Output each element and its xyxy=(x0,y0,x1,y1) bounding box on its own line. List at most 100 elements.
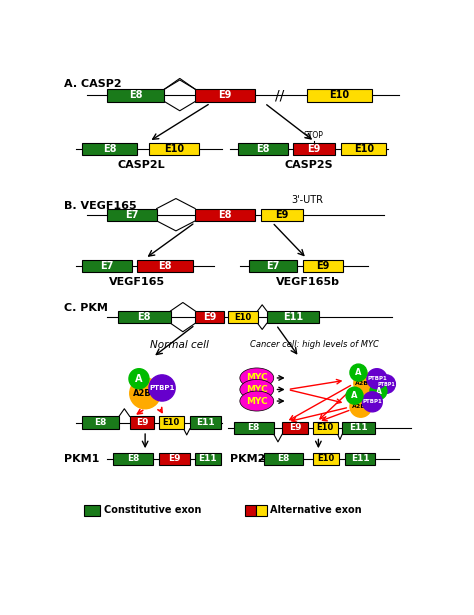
Bar xyxy=(228,311,257,323)
Bar xyxy=(190,416,220,429)
Bar xyxy=(245,505,256,516)
Bar xyxy=(293,143,335,156)
Text: PTBP1: PTBP1 xyxy=(377,382,395,387)
Text: E11: E11 xyxy=(199,454,217,463)
Bar xyxy=(195,208,255,221)
Bar xyxy=(264,453,303,465)
Ellipse shape xyxy=(240,368,273,388)
Text: A: A xyxy=(355,368,362,377)
Text: E9: E9 xyxy=(275,210,289,220)
Text: E10: E10 xyxy=(318,454,335,463)
Circle shape xyxy=(370,383,387,400)
Text: E8: E8 xyxy=(94,418,107,427)
Bar xyxy=(346,453,374,465)
Bar xyxy=(313,422,337,434)
Text: E9: E9 xyxy=(219,90,232,100)
Circle shape xyxy=(377,375,395,394)
Text: PTBP1: PTBP1 xyxy=(363,399,382,404)
Text: VEGF165: VEGF165 xyxy=(109,277,165,287)
Text: E8: E8 xyxy=(127,454,139,463)
Bar xyxy=(282,422,309,434)
Text: MYC: MYC xyxy=(246,385,268,394)
Text: STOP: STOP xyxy=(304,131,324,140)
Text: E9: E9 xyxy=(308,145,321,154)
Circle shape xyxy=(130,378,161,409)
Text: E10: E10 xyxy=(317,424,334,432)
Text: E8: E8 xyxy=(256,145,269,154)
Bar xyxy=(137,260,193,272)
Text: E8: E8 xyxy=(103,145,117,154)
Text: A2B1: A2B1 xyxy=(356,381,374,386)
Text: B. VEGF165: B. VEGF165 xyxy=(64,201,137,211)
Circle shape xyxy=(362,392,383,412)
Circle shape xyxy=(129,369,149,389)
Bar xyxy=(107,89,164,101)
Bar xyxy=(234,422,273,434)
Bar xyxy=(303,260,343,272)
Circle shape xyxy=(346,387,363,404)
Bar xyxy=(313,453,339,465)
Text: E9: E9 xyxy=(136,418,148,427)
Text: Cancer cell: high levels of MYC: Cancer cell: high levels of MYC xyxy=(250,340,379,349)
Text: E11: E11 xyxy=(283,312,303,322)
Text: Alternative exon: Alternative exon xyxy=(270,506,362,515)
Text: A: A xyxy=(375,387,382,395)
Text: MYC: MYC xyxy=(246,397,268,405)
Text: PKM2: PKM2 xyxy=(230,454,265,464)
Bar xyxy=(341,143,386,156)
Circle shape xyxy=(354,373,375,394)
Circle shape xyxy=(350,395,372,417)
Text: A. CASP2: A. CASP2 xyxy=(64,79,122,89)
Text: VEGF165b: VEGF165b xyxy=(276,277,340,287)
Bar xyxy=(342,422,374,434)
Text: CASP2S: CASP2S xyxy=(285,160,333,170)
Text: A: A xyxy=(351,391,358,400)
Text: A: A xyxy=(135,374,143,384)
Text: PKM1: PKM1 xyxy=(64,454,100,464)
Text: PTBP1: PTBP1 xyxy=(367,376,387,381)
Text: E9: E9 xyxy=(289,424,301,432)
Bar xyxy=(130,416,155,429)
Text: E11: E11 xyxy=(349,424,368,432)
Bar xyxy=(261,208,303,221)
Text: E8: E8 xyxy=(278,454,290,463)
Bar xyxy=(83,505,100,516)
Text: E7: E7 xyxy=(266,261,280,271)
Text: E9: E9 xyxy=(168,454,181,463)
Bar xyxy=(249,260,297,272)
Bar xyxy=(159,453,190,465)
Text: C. PKM: C. PKM xyxy=(64,303,108,313)
Bar xyxy=(237,143,288,156)
Bar xyxy=(118,311,171,323)
Circle shape xyxy=(149,375,175,401)
Ellipse shape xyxy=(240,379,273,400)
Text: E10: E10 xyxy=(164,145,184,154)
Text: E8: E8 xyxy=(158,261,172,271)
Text: E10: E10 xyxy=(354,145,374,154)
Text: A2B1: A2B1 xyxy=(352,404,370,409)
Text: E9: E9 xyxy=(316,261,330,271)
Bar xyxy=(113,453,153,465)
Ellipse shape xyxy=(240,391,273,411)
Text: E8: E8 xyxy=(247,424,260,432)
Text: E8: E8 xyxy=(219,210,232,220)
Bar xyxy=(195,311,225,323)
Circle shape xyxy=(350,364,367,381)
Bar xyxy=(195,453,220,465)
Text: A2B1: A2B1 xyxy=(133,389,157,398)
Bar xyxy=(107,208,157,221)
Text: //: // xyxy=(275,89,284,102)
Circle shape xyxy=(367,369,387,389)
Text: CASP2L: CASP2L xyxy=(118,160,165,170)
Bar xyxy=(82,260,132,272)
Text: Constitutive exon: Constitutive exon xyxy=(103,506,201,515)
Text: E11: E11 xyxy=(351,454,369,463)
Text: E9: E9 xyxy=(203,312,217,322)
Bar xyxy=(267,311,319,323)
Bar xyxy=(195,89,255,101)
Text: E7: E7 xyxy=(125,210,138,220)
Text: E10: E10 xyxy=(329,90,350,100)
Bar xyxy=(307,89,372,101)
Text: E10: E10 xyxy=(163,418,180,427)
Text: E7: E7 xyxy=(100,261,114,271)
